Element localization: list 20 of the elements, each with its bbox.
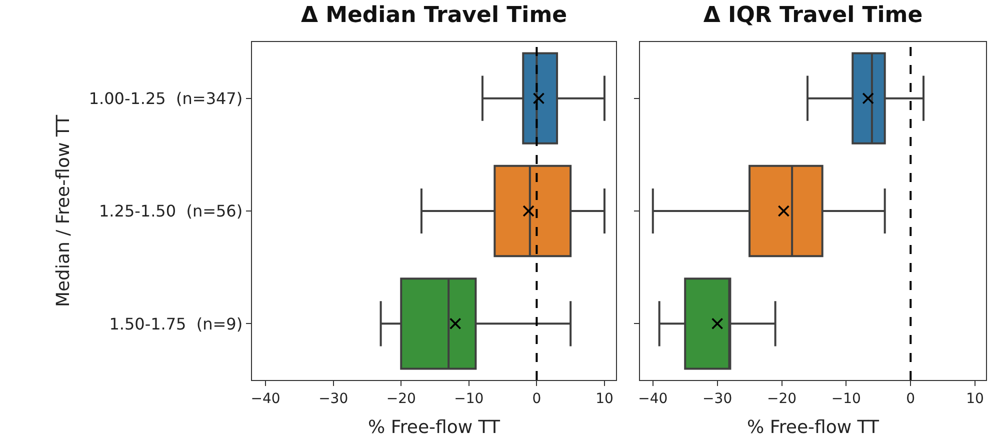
x-tick-label: −20 bbox=[766, 391, 797, 407]
y-axis-title: Median / Free-flow TT bbox=[53, 114, 74, 308]
x-tick-label: 10 bbox=[966, 391, 984, 407]
chart-title: Δ Median Travel Time bbox=[300, 3, 568, 28]
x-tick-label: −30 bbox=[318, 391, 348, 407]
x-tick-label: 0 bbox=[906, 391, 916, 407]
x-tick-label: −10 bbox=[831, 391, 861, 407]
x-tick-label: −40 bbox=[638, 391, 668, 407]
x-axis-title: % Free-flow TT bbox=[747, 417, 880, 438]
y-tick-label: 1.00-1.25 (n=347) bbox=[88, 88, 243, 108]
y-tick-label: 1.25-1.50 (n=56) bbox=[99, 202, 243, 221]
x-axis-title: % Free-flow TT bbox=[368, 417, 501, 438]
x-tick-label: 0 bbox=[532, 391, 542, 407]
x-tick-label: −10 bbox=[454, 391, 484, 407]
x-tick-label: −40 bbox=[250, 391, 280, 407]
x-tick-label: 10 bbox=[596, 391, 614, 407]
x-tick-label: −20 bbox=[386, 391, 416, 407]
y-tick-label: 1.50-1.75 (n=9) bbox=[109, 314, 243, 334]
chart-title: Δ IQR Travel Time bbox=[703, 3, 923, 28]
x-tick-label: −30 bbox=[702, 391, 732, 407]
